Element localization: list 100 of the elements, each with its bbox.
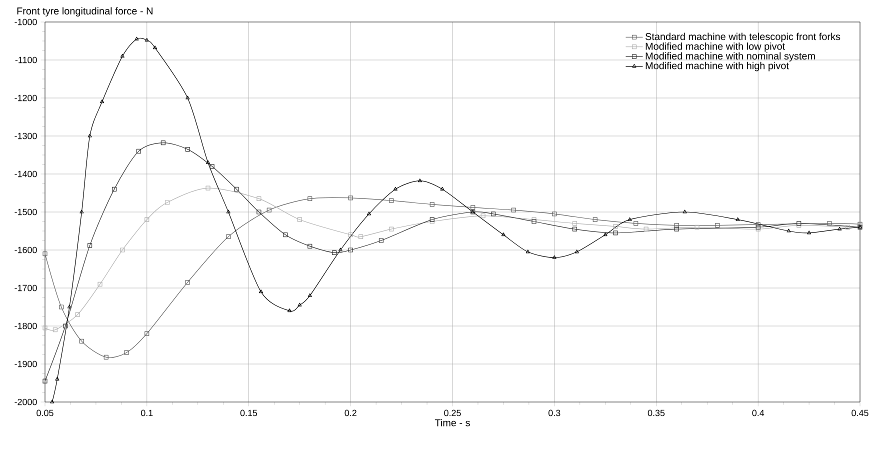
legend-label: Modified machine with high pivot	[646, 62, 789, 72]
point	[266, 208, 272, 212]
point	[52, 328, 58, 332]
point	[226, 210, 230, 214]
point	[807, 230, 812, 234]
point	[88, 243, 92, 248]
point	[674, 223, 679, 228]
point	[715, 223, 720, 228]
y-tick-label: -1000	[14, 18, 37, 26]
point	[287, 308, 292, 312]
point	[511, 208, 516, 212]
y-tick-label: -1700	[14, 284, 37, 292]
point	[42, 326, 48, 330]
point	[592, 217, 598, 222]
point	[674, 226, 679, 232]
point	[42, 252, 48, 256]
point	[283, 232, 288, 238]
point	[88, 134, 92, 138]
y-tick-label: -1800	[14, 322, 37, 330]
legend-label: Modified machine with nominal system	[646, 52, 815, 62]
point	[430, 202, 434, 207]
point	[378, 238, 384, 243]
y-tick-label: -1100	[15, 56, 37, 64]
point	[80, 210, 84, 214]
point	[552, 212, 557, 216]
x-axis-title: Time - s	[434, 418, 470, 426]
point	[603, 232, 608, 236]
point	[501, 232, 506, 236]
point	[490, 212, 496, 216]
point	[348, 248, 353, 252]
legend-label: Modified machine with low pivot	[646, 42, 786, 52]
x-tick-label: 0.1	[140, 410, 153, 416]
point	[634, 221, 638, 226]
legend-label: Standard machine with telescopic front forks	[645, 32, 840, 42]
point	[418, 178, 422, 182]
point	[153, 46, 158, 50]
point	[308, 196, 312, 201]
point	[338, 248, 342, 252]
point	[134, 36, 139, 40]
y-tick-label: -1900	[14, 360, 37, 368]
point	[572, 221, 578, 226]
point	[144, 331, 150, 336]
x-tick-label: 0.35	[648, 410, 665, 416]
point	[358, 234, 364, 239]
point	[186, 96, 190, 100]
x-tick-label: 0.15	[240, 410, 258, 416]
point	[756, 222, 760, 227]
point	[185, 280, 190, 285]
point	[75, 312, 80, 317]
y-axis-title: Front tyre longitudinal force - N	[17, 7, 152, 16]
point	[480, 214, 486, 218]
point	[100, 100, 104, 104]
x-tick-label: 0.45	[852, 410, 868, 416]
point	[736, 217, 740, 221]
point	[644, 226, 648, 232]
point	[59, 304, 64, 310]
point	[206, 186, 210, 190]
point	[234, 186, 239, 192]
point	[160, 140, 166, 146]
point	[63, 324, 68, 328]
point	[258, 290, 264, 294]
point	[574, 250, 579, 254]
point	[185, 147, 190, 152]
point	[210, 164, 214, 169]
point	[308, 293, 312, 297]
point	[104, 354, 108, 360]
point	[389, 226, 394, 232]
point	[256, 196, 262, 201]
point	[226, 234, 231, 239]
x-tick-label: 0.05	[36, 410, 54, 416]
point	[136, 148, 142, 154]
point	[144, 217, 150, 222]
point	[526, 250, 530, 254]
y-tick-label: -1500	[14, 208, 37, 216]
x-tick-label: 0.3	[548, 410, 560, 416]
point	[120, 248, 125, 252]
x-tick-label: 0.4	[752, 410, 764, 416]
point	[298, 302, 302, 306]
point	[694, 224, 700, 230]
point	[366, 212, 371, 216]
point	[206, 160, 210, 164]
point	[470, 205, 476, 210]
point	[572, 226, 578, 232]
y-tick-label: -2000	[14, 398, 37, 406]
point	[552, 255, 556, 259]
point	[55, 376, 60, 380]
point	[42, 378, 48, 384]
y-tick-label: -1600	[14, 246, 37, 254]
point	[348, 196, 353, 200]
point	[164, 200, 170, 205]
point	[79, 338, 84, 344]
point	[67, 304, 72, 308]
y-tick-label: -1200	[14, 94, 37, 102]
point	[256, 210, 262, 214]
y-tick-label: -1400	[14, 170, 37, 178]
y-tick-label: -1300	[14, 132, 37, 140]
point	[98, 282, 102, 286]
point	[393, 186, 398, 190]
point	[628, 217, 632, 221]
point	[845, 224, 850, 230]
